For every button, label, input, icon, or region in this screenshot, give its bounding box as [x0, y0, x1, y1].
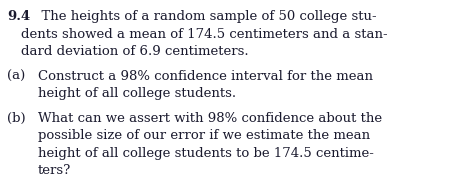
Text: 9.4: 9.4: [7, 10, 30, 23]
Text: (a): (a): [7, 70, 25, 83]
Text: ters?: ters?: [38, 164, 71, 177]
Text: dard deviation of 6.9 centimeters.: dard deviation of 6.9 centimeters.: [21, 45, 249, 58]
Text: height of all college students.: height of all college students.: [38, 87, 236, 100]
Text: height of all college students to be 174.5 centime-: height of all college students to be 174…: [38, 146, 374, 160]
Text: What can we assert with 98% confidence about the: What can we assert with 98% confidence a…: [38, 112, 382, 124]
Text: Construct a 98% confidence interval for the mean: Construct a 98% confidence interval for …: [38, 70, 373, 83]
Text: dents showed a mean of 174.5 centimeters and a stan-: dents showed a mean of 174.5 centimeters…: [21, 27, 388, 41]
Text: (b): (b): [7, 112, 26, 124]
Text: possible size of our error if we estimate the mean: possible size of our error if we estimat…: [38, 129, 370, 142]
Text: The heights of a random sample of 50 college stu-: The heights of a random sample of 50 col…: [33, 10, 377, 23]
